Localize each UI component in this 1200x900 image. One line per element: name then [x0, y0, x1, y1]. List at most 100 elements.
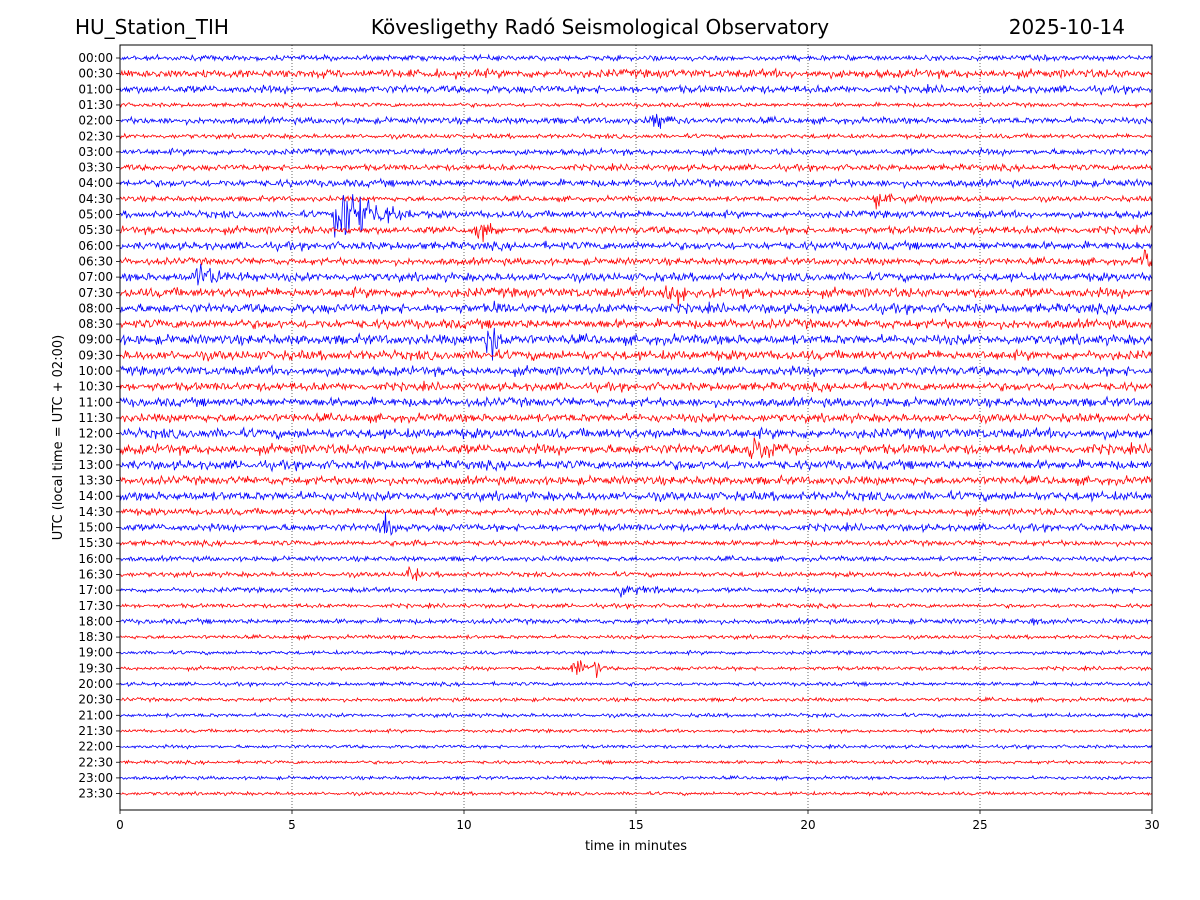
- y-tick-label: 14:00: [78, 489, 113, 503]
- seismic-trace-0700: [119, 263, 1153, 286]
- seismic-trace-0530: [119, 222, 1153, 243]
- station-name: HU_Station_TIH: [75, 15, 229, 39]
- y-tick-label: 18:30: [78, 630, 113, 644]
- seismic-trace-1900: [119, 649, 1153, 657]
- y-tick-label: 01:00: [78, 82, 113, 96]
- y-tick-label: 12:30: [78, 442, 113, 456]
- y-tick-label: 09:00: [78, 333, 113, 347]
- y-tick-label: 18:00: [78, 614, 113, 628]
- y-tick-label: 23:30: [78, 787, 113, 801]
- seismic-trace-2330: [119, 790, 1153, 797]
- seismic-trace-1630: [119, 566, 1153, 581]
- seismic-trace-1800: [119, 616, 1153, 626]
- y-tick-label: 20:00: [78, 677, 113, 691]
- y-tick-label: 15:00: [78, 521, 113, 535]
- y-tick-label: 16:30: [78, 567, 113, 581]
- y-tick-label: 20:30: [78, 693, 113, 707]
- seismic-trace-1300: [119, 458, 1153, 473]
- x-tick-label: 20: [800, 818, 815, 832]
- seismic-trace-0230: [119, 132, 1153, 141]
- seismic-trace-1830: [120, 633, 1153, 641]
- y-tick-label: 08:30: [78, 317, 113, 331]
- seismic-trace-2100: [119, 711, 1153, 719]
- seismic-trace-0930: [119, 348, 1153, 362]
- x-tick-label: 15: [628, 818, 643, 832]
- seismic-trace-0630: [119, 249, 1153, 268]
- seismic-trace-0300: [119, 146, 1153, 158]
- y-tick-label: 06:30: [78, 254, 113, 268]
- seismic-trace-0130: [119, 100, 1153, 109]
- seismic-trace-2030: [119, 696, 1153, 704]
- y-tick-label: 05:00: [78, 208, 113, 222]
- y-axis-label: UTC (local time = UTC + 02:00): [51, 335, 66, 540]
- y-tick-label: 00:00: [78, 51, 113, 65]
- seismic-trace-0330: [119, 162, 1153, 173]
- y-tick-label: 21:30: [78, 724, 113, 738]
- y-tick-label: 13:30: [78, 474, 113, 488]
- y-tick-label: 12:00: [78, 427, 113, 441]
- y-tick-label: 19:30: [78, 661, 113, 675]
- seismic-trace-1100: [119, 395, 1153, 409]
- seismic-trace-0800: [119, 300, 1153, 316]
- seismic-trace-0830: [119, 317, 1153, 331]
- y-tick-label: 03:00: [78, 145, 113, 159]
- seismic-trace-2300: [119, 774, 1153, 782]
- y-tick-label: 03:30: [78, 161, 113, 175]
- seismic-trace-1000: [119, 364, 1153, 378]
- y-tick-label: 10:30: [78, 380, 113, 394]
- y-tick-label: 22:00: [78, 740, 113, 754]
- y-tick-label: 22:30: [78, 755, 113, 769]
- seismic-trace-0200: [119, 113, 1153, 129]
- observatory-title: Kövesligethy Radó Seismological Observat…: [370, 15, 830, 39]
- y-tick-label: 10:00: [78, 364, 113, 378]
- x-tick-label: 5: [288, 818, 296, 832]
- y-tick-label: 23:00: [78, 771, 113, 785]
- y-tick-label: 21:00: [78, 708, 113, 722]
- y-tick-label: 13:00: [78, 458, 113, 472]
- y-tick-label: 17:00: [78, 583, 113, 597]
- x-axis-label: time in minutes: [585, 839, 687, 854]
- y-tick-label: 11:30: [78, 411, 113, 425]
- seismic-trace-1430: [119, 506, 1153, 517]
- seismic-trace-1730: [119, 601, 1153, 610]
- plot-date: 2025-10-14: [1008, 15, 1125, 39]
- seismic-trace-1130: [119, 412, 1153, 425]
- x-tick-label: 30: [1144, 818, 1159, 832]
- seismic-trace-1500: [119, 511, 1153, 536]
- x-tick-label: 25: [972, 818, 987, 832]
- seismic-trace-1200: [119, 426, 1153, 441]
- y-tick-label: 04:30: [78, 192, 113, 206]
- x-tick-label: 0: [116, 818, 124, 832]
- y-tick-label: 02:30: [78, 129, 113, 143]
- y-tick-label: 08:00: [78, 301, 113, 315]
- seismic-trace-0000: [119, 53, 1153, 63]
- y-tick-label: 06:00: [78, 239, 113, 253]
- seismic-trace-1330: [119, 474, 1153, 487]
- seismic-trace-1400: [119, 489, 1153, 503]
- seismic-trace-0100: [119, 83, 1153, 96]
- seismic-trace-1030: [119, 380, 1153, 394]
- y-tick-label: 00:30: [78, 67, 113, 81]
- seismic-trace-0430: [119, 192, 1153, 210]
- seismic-trace-2000: [119, 680, 1153, 688]
- y-tick-label: 17:30: [78, 599, 113, 613]
- seismic-trace-1700: [119, 584, 1153, 598]
- y-tick-label: 19:00: [78, 646, 113, 660]
- seismic-trace-1230: [119, 437, 1153, 459]
- seismic-trace-0900: [119, 327, 1153, 361]
- y-tick-label: 11:00: [78, 395, 113, 409]
- y-tick-label: 07:00: [78, 270, 113, 284]
- y-tick-label: 07:30: [78, 286, 113, 300]
- seismic-trace-2200: [119, 743, 1153, 750]
- seismic-trace-1530: [119, 538, 1153, 548]
- y-tick-label: 05:30: [78, 223, 113, 237]
- seismic-trace-0600: [119, 239, 1153, 253]
- y-tick-label: 14:30: [78, 505, 113, 519]
- y-tick-label: 01:30: [78, 98, 113, 112]
- y-tick-label: 15:30: [78, 536, 113, 550]
- seismic-trace-0730: [119, 285, 1153, 307]
- x-tick-label: 10: [456, 818, 471, 832]
- seismic-trace-2130: [119, 727, 1153, 735]
- seismic-trace-0030: [119, 67, 1153, 80]
